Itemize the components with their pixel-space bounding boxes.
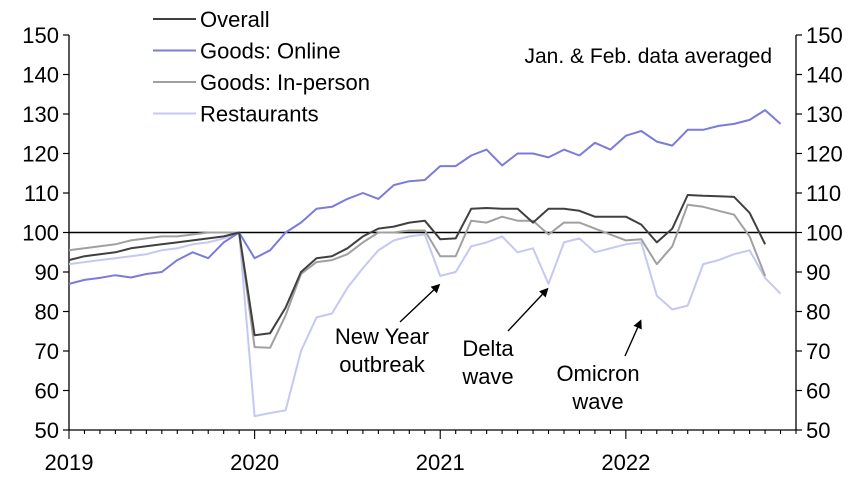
y-tick-label-right: 60 xyxy=(806,379,830,404)
series-line-goods-in-person xyxy=(68,203,767,349)
y-tick-label-left: 120 xyxy=(22,142,59,167)
y-tick-label-right: 130 xyxy=(806,102,843,127)
y-tick-label-left: 130 xyxy=(22,102,59,127)
y-tick-label-right: 80 xyxy=(806,300,830,325)
legend-label-goods-online: Goods: Online xyxy=(200,39,341,64)
legend-label-restaurants: Restaurants xyxy=(200,102,319,127)
annotation-arrowhead xyxy=(539,287,549,298)
x-tick-label: 2022 xyxy=(601,450,650,475)
annotation-arrowhead xyxy=(633,319,642,330)
y-tick-label-right: 70 xyxy=(806,339,830,364)
annotation-arrow-shaft xyxy=(399,289,435,323)
annotation-text: Delta xyxy=(462,336,514,361)
y-tick-label-right: 140 xyxy=(806,63,843,88)
x-tick-label: 2020 xyxy=(230,450,279,475)
x-tick-label: 2019 xyxy=(45,450,94,475)
series-line-goods-online xyxy=(68,109,782,285)
legend: Overall Goods: Online Goods: In-person Rest… xyxy=(153,7,370,127)
y-tick-label-right: 50 xyxy=(806,418,830,443)
y-tick-label-left: 110 xyxy=(24,181,59,206)
y-tick-label-left: 50 xyxy=(35,418,59,443)
series-lines xyxy=(68,109,782,418)
y-tick-label-left: 90 xyxy=(35,260,59,285)
annotation-text: wave xyxy=(571,389,623,414)
y-tick-label-right: 120 xyxy=(806,142,843,167)
axes: 50 50 60 60 70 70 80 80 90 90 100 100 110 110 120 120 13… xyxy=(22,23,842,475)
y-tick-label-left: 60 xyxy=(35,379,59,404)
y-tick-label-right: 90 xyxy=(806,260,830,285)
y-tick-label-right: 110 xyxy=(806,181,841,206)
annotation-text: New Year xyxy=(335,324,429,349)
legend-label-goods-in-person: Goods: In-person xyxy=(200,70,370,95)
y-tick-label-left: 80 xyxy=(35,300,59,325)
series-line-overall xyxy=(68,194,766,337)
chart-note: Jan. & Feb. data averaged xyxy=(525,45,773,68)
annotation-text: Omicron xyxy=(556,361,639,386)
annotation-arrowhead xyxy=(430,283,441,294)
annotations: New Year outbreak Delta wave Omicron wave xyxy=(335,283,642,414)
y-tick-label-right: 100 xyxy=(806,221,843,246)
y-tick-label-left: 140 xyxy=(22,63,59,88)
series-line-restaurants xyxy=(68,231,782,418)
legend-label-overall: Overall xyxy=(200,7,270,32)
annotation-arrow-shaft xyxy=(624,327,639,357)
annotation-text: wave xyxy=(461,364,513,389)
y-tick-label-left: 100 xyxy=(22,221,59,246)
x-tick-label: 2021 xyxy=(416,450,465,475)
annotation-arrow-shaft xyxy=(507,293,543,332)
y-tick-label-left: 70 xyxy=(35,339,59,364)
y-tick-label-left: 150 xyxy=(22,23,59,48)
y-tick-label-right: 150 xyxy=(806,23,843,48)
annotation-text: outbreak xyxy=(339,352,426,377)
